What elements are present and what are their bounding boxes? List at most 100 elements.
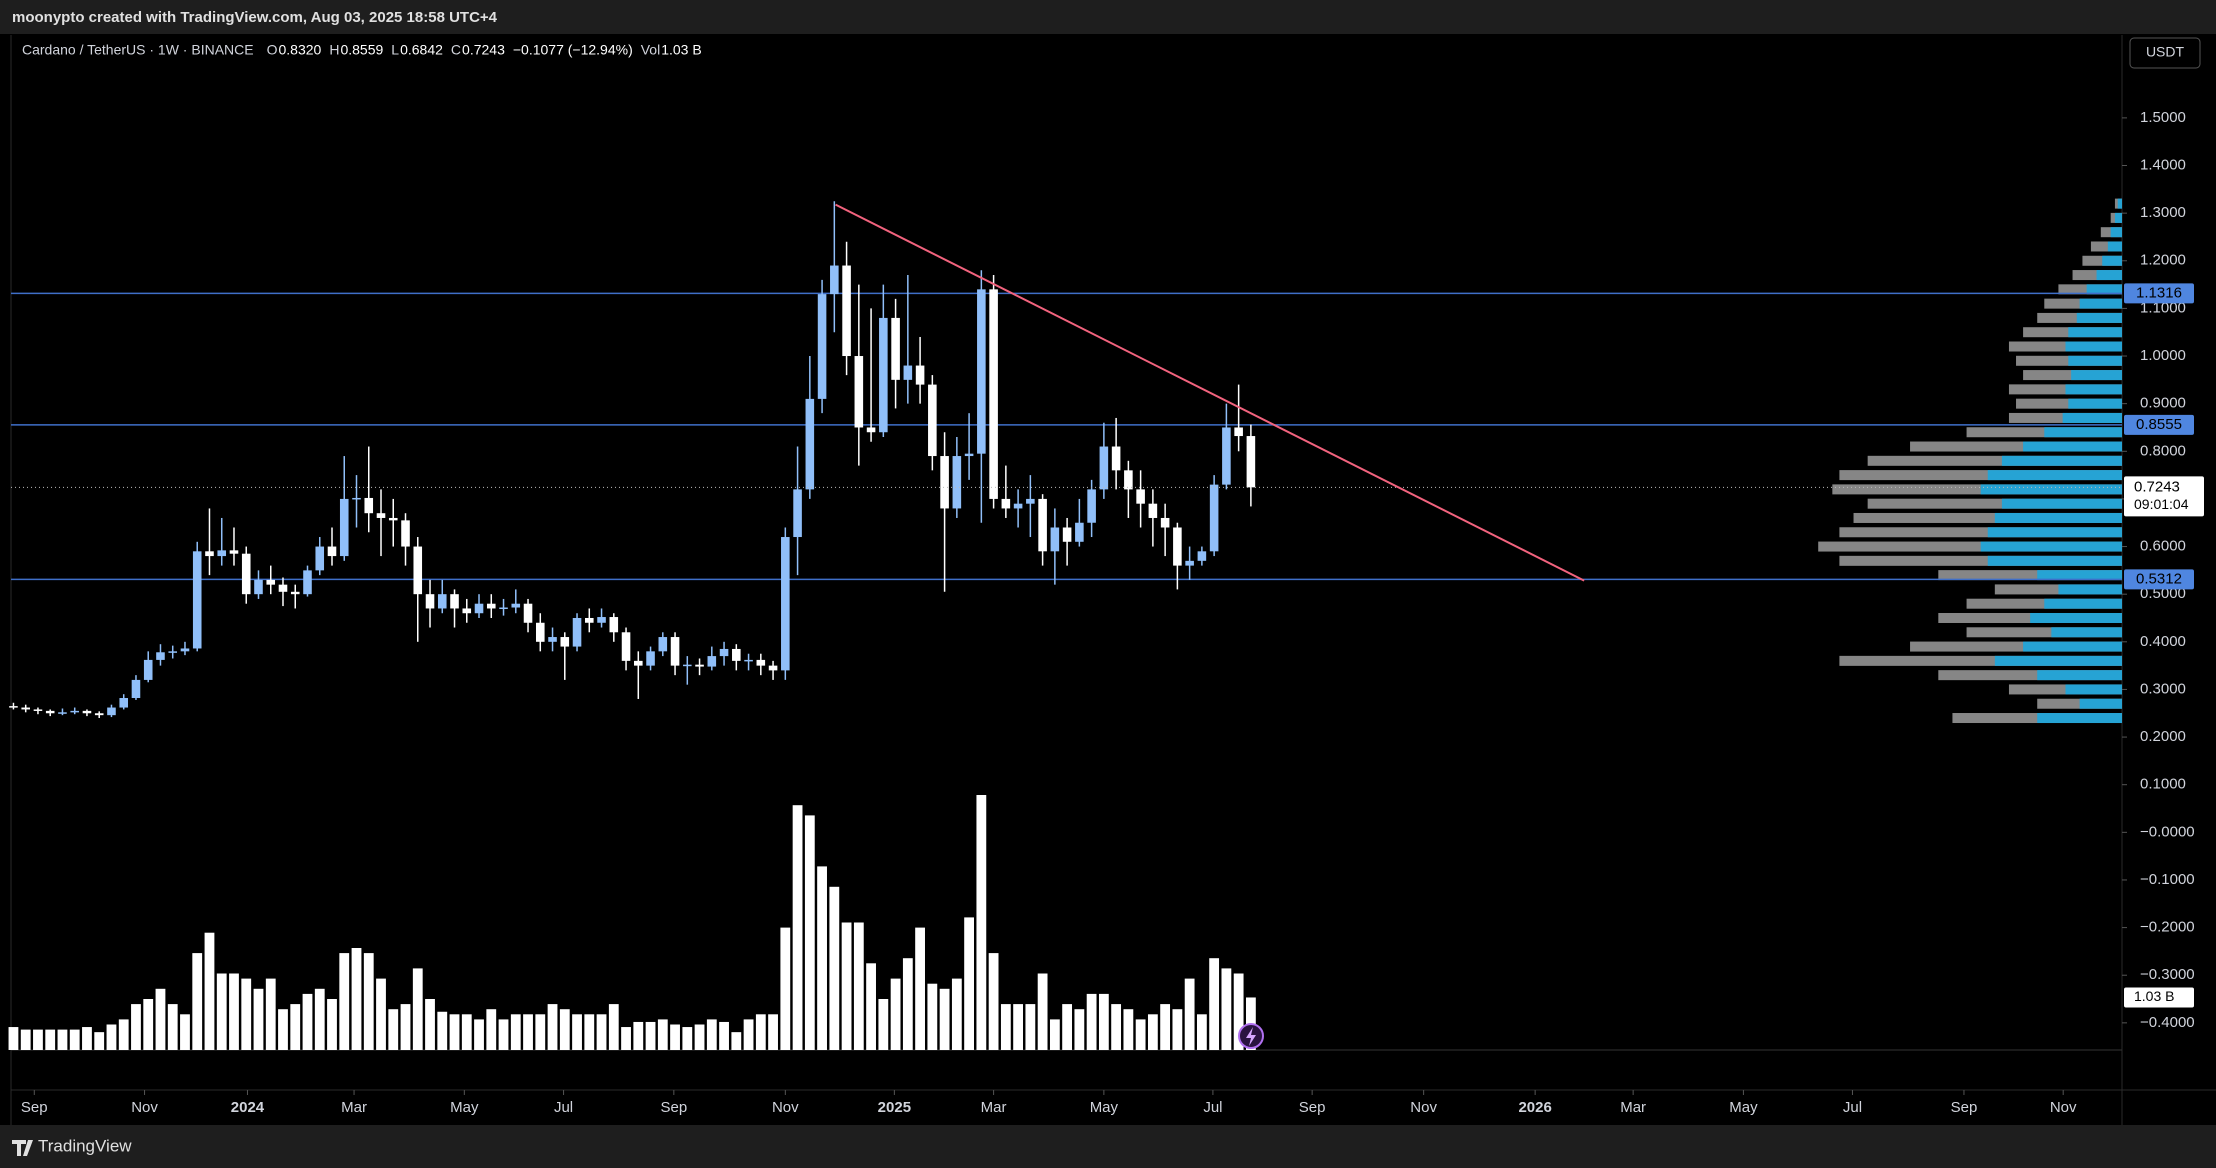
profile-total — [1853, 512, 2122, 523]
volume-bar — [523, 1014, 533, 1050]
brand: TradingView — [38, 1136, 132, 1155]
candle-body — [486, 603, 496, 609]
volume-bar — [1074, 1009, 1085, 1050]
currency-button[interactable] — [2129, 37, 2201, 69]
volume-bar — [902, 958, 913, 1050]
ohlc-key: H — [329, 42, 339, 58]
x-tick-label: Mar — [341, 1099, 367, 1116]
profile-up — [2102, 255, 2122, 266]
candle-body — [229, 550, 239, 554]
candle-body — [854, 356, 864, 428]
volume-bar — [878, 999, 889, 1050]
volume-bar — [1184, 978, 1195, 1050]
candle-body — [205, 551, 214, 557]
volume-bar — [890, 978, 901, 1050]
profile-up — [2114, 212, 2122, 223]
x-tick-label: Nov — [2050, 1099, 2077, 1116]
volume-bar — [719, 1021, 729, 1050]
candle-body — [646, 651, 655, 666]
candle-body — [964, 453, 974, 457]
candle-body — [989, 289, 998, 499]
volume-bar — [743, 1019, 754, 1050]
volume-bar — [486, 1009, 497, 1050]
profile-total — [1966, 427, 2122, 438]
candle-body — [781, 537, 790, 671]
volume-bar — [1025, 1004, 1036, 1050]
currency: USDT — [2146, 44, 2185, 60]
volume-bar — [1037, 973, 1048, 1050]
candle-body — [241, 553, 251, 595]
profile-up — [1994, 512, 2122, 523]
y-tick-label: 1.0000 — [2140, 347, 2186, 364]
candle-body — [339, 498, 349, 557]
y-tick-label: 1.3000 — [2140, 204, 2186, 221]
volume-bar — [118, 1019, 129, 1050]
candle-body — [609, 617, 619, 633]
profile-up — [1987, 527, 2122, 538]
volume-value: 1.03 B — [661, 42, 701, 58]
profile-up — [2023, 441, 2122, 452]
x-tick-label: Nov — [131, 1099, 158, 1116]
profile-up — [2058, 584, 2122, 595]
volume-bar — [167, 1004, 178, 1050]
candle-body — [903, 365, 913, 380]
candle-body — [830, 265, 839, 295]
volume-bar — [584, 1014, 595, 1050]
volume-bar — [1221, 968, 1232, 1050]
profile-total — [1966, 598, 2122, 609]
volume-bar — [180, 1014, 190, 1050]
x-tick-label: Sep — [1299, 1099, 1326, 1116]
candle-body — [732, 648, 741, 661]
volume-bar — [694, 1024, 705, 1050]
volume-bar — [596, 1014, 607, 1050]
candle-body — [1038, 498, 1047, 552]
x-tick-label: Jul — [1203, 1099, 1222, 1116]
profile-up — [2044, 598, 2122, 609]
volume-bar — [682, 1027, 693, 1050]
volume-bar — [437, 1011, 448, 1050]
y-tick-label: 0.9000 — [2140, 395, 2186, 412]
y-tick-label: 0.6000 — [2140, 538, 2186, 555]
y-tick-label: 0.2000 — [2140, 728, 2186, 745]
profile-total — [2037, 698, 2122, 709]
profile-total — [1832, 484, 2122, 495]
volume-bar — [927, 983, 938, 1050]
profile-up — [1987, 470, 2122, 481]
ohlc-key: O — [267, 42, 278, 58]
candle-body — [928, 384, 937, 457]
volume-bar — [792, 805, 803, 1050]
candle-body — [719, 648, 729, 657]
candle-body — [670, 637, 680, 666]
candle-body — [756, 659, 766, 666]
profile-up — [1994, 655, 2122, 666]
profile-up — [2068, 355, 2122, 366]
candle-body — [621, 632, 631, 661]
candle-body — [1234, 427, 1243, 437]
candle-body — [597, 617, 606, 623]
candle-body — [1111, 446, 1121, 471]
profile-total — [1938, 570, 2122, 581]
candle-body — [388, 517, 398, 521]
ohlc-value: 0.6842 — [400, 42, 443, 58]
y-tick-label: −0.3000 — [2140, 966, 2195, 983]
candle-body — [535, 622, 545, 642]
symbol: Cardano / TetherUS · 1W · BINANCE — [22, 42, 254, 58]
profile-total — [1839, 527, 2122, 538]
volume-bar — [474, 1019, 484, 1050]
volume-bar — [755, 1014, 766, 1050]
profile-total — [1839, 655, 2122, 666]
volume-bar — [768, 1014, 778, 1050]
volume-bar — [33, 1029, 43, 1050]
profile-up — [2071, 370, 2122, 381]
candle-body — [168, 651, 178, 653]
candle-body — [499, 607, 508, 610]
profile-up — [2110, 227, 2122, 238]
volume-bar — [229, 973, 239, 1050]
trendline — [835, 203, 1585, 582]
candle-body — [425, 594, 435, 609]
last-price-label: 0.7243 — [2134, 478, 2180, 495]
volume-bar — [706, 1019, 717, 1050]
candle-body — [376, 513, 386, 518]
profile-up — [2051, 627, 2122, 638]
